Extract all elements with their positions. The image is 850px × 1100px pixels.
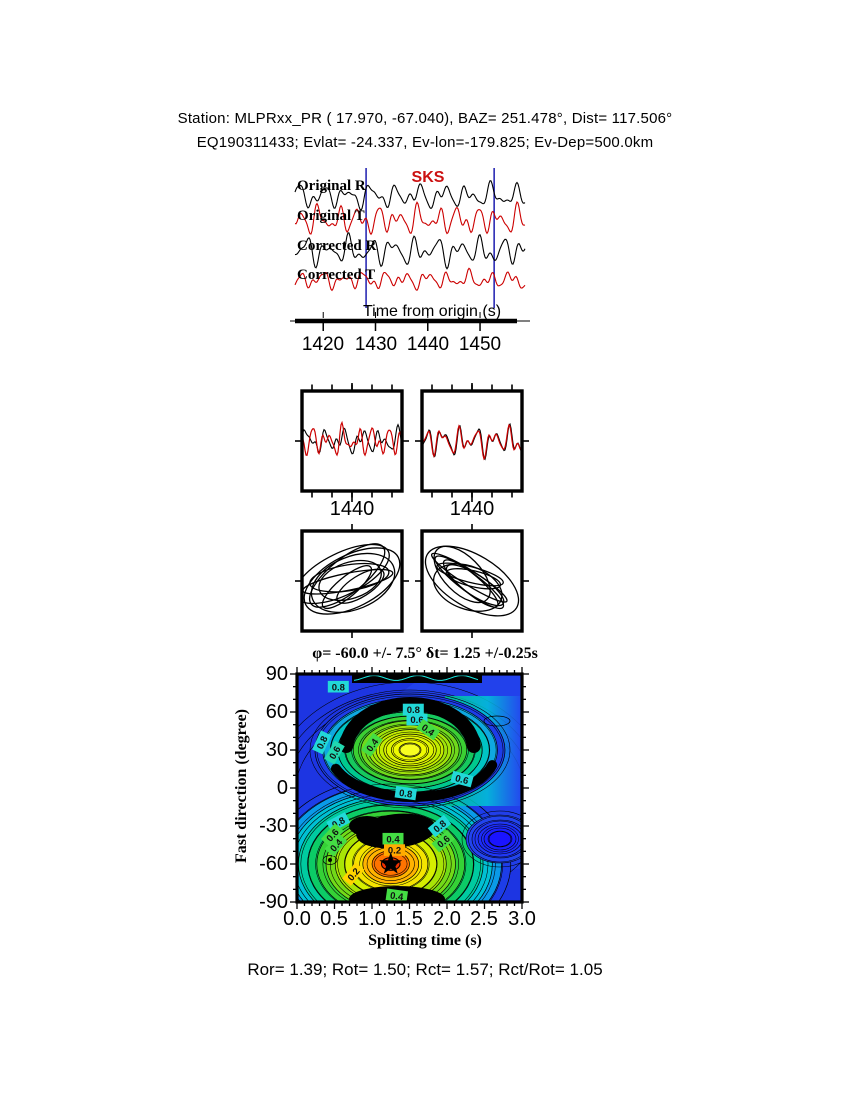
- svg-text:0.4: 0.4: [389, 890, 404, 903]
- error-surface-plot: 0.80.80.60.40.80.6 0.40.60.80.80.60.4 0.40…: [290, 667, 529, 909]
- y-tick-label: -30: [259, 815, 288, 837]
- particle-motion-loop: [321, 565, 373, 610]
- x-tick-label: 1.5: [395, 908, 423, 930]
- trace-label-original-r: Original R: [297, 178, 366, 194]
- panel-border: [420, 389, 524, 493]
- svg-text:0.4: 0.4: [386, 834, 400, 845]
- panel-border: [300, 389, 404, 493]
- panel-bg: [302, 391, 402, 491]
- x-tick-label: 0.5: [320, 908, 348, 930]
- contour-label: 0.8: [312, 730, 332, 755]
- svg-text:0.8: 0.8: [398, 788, 413, 801]
- trace: [422, 423, 522, 461]
- svg-text:0.6: 0.6: [410, 715, 423, 726]
- y-tick-label: -90: [259, 891, 288, 913]
- trace: [294, 267, 526, 292]
- window-panel-right-tick: 1440: [449, 498, 495, 520]
- x-axis-label: Splitting time (s): [368, 932, 482, 949]
- time-tick-label: 1440: [407, 334, 449, 355]
- panel-border: [300, 529, 404, 633]
- y-tick-label: 30: [265, 739, 288, 761]
- waveform-plot: SKS Original R Original T Corrected R Co…: [290, 168, 530, 355]
- contour-label: 0.2: [384, 844, 405, 857]
- y-tick-label: 60: [265, 701, 288, 723]
- trace: [302, 420, 402, 457]
- phase-label: SKS: [412, 169, 445, 186]
- particle-motion-loop: [302, 543, 390, 605]
- panel-bg: [422, 531, 522, 631]
- particle-motion-loop: [336, 568, 385, 604]
- waveform-traces: [290, 168, 530, 331]
- header-line1: Station: MLPRxx_PR ( 17.970, -67.040), B…: [177, 110, 673, 127]
- svg-text:0.6: 0.6: [454, 773, 470, 787]
- panel-border: [420, 529, 524, 633]
- contour-label: 0.4: [385, 888, 409, 903]
- window-panel-left-tick: 1440: [329, 498, 375, 520]
- contour-label: 0.4: [382, 832, 404, 845]
- particle-motion-left: [295, 524, 409, 638]
- contour-label: 0.6: [406, 713, 428, 726]
- y-tick-label: 0: [276, 777, 288, 799]
- panel-content: [422, 422, 522, 461]
- trace: [294, 232, 526, 270]
- particle-motion-loop: [424, 545, 520, 617]
- svg-text:0.8: 0.8: [315, 735, 331, 752]
- contour-label: 0.6: [450, 770, 474, 788]
- particle-motion-loop: [430, 552, 508, 603]
- panel-content: [424, 545, 520, 617]
- header-line2: EQ190311433; Evlat= -24.337, Ev-lon=-179…: [196, 134, 654, 151]
- time-axis-label: Time from origin (s): [363, 303, 501, 320]
- contour-label: 0.8: [327, 680, 349, 693]
- x-tick-label: 2.0: [433, 908, 461, 930]
- trace: [294, 180, 526, 212]
- trace: [294, 200, 526, 236]
- best-fit-star: [379, 852, 403, 874]
- results-line: Ror= 1.39; Rot= 1.50; Rct= 1.57; Rct/Rot…: [247, 960, 603, 979]
- window-panel-right: [415, 383, 529, 502]
- time-tick-label: 1420: [302, 334, 344, 355]
- particle-motion-right: [415, 524, 529, 638]
- panel-bg: [422, 391, 522, 491]
- x-tick-label: 3.0: [508, 908, 536, 930]
- contour-area: 0.80.80.60.40.80.6 0.40.60.80.80.60.4 0.40…: [297, 674, 522, 903]
- panel-content: [302, 420, 402, 457]
- time-tick-label: 1430: [355, 334, 397, 355]
- svg-text:0.8: 0.8: [332, 682, 345, 693]
- trace: [422, 422, 522, 461]
- panel-content: [302, 543, 401, 615]
- particle-motion-loop: [303, 547, 401, 615]
- x-tick-label: 1.0: [358, 908, 386, 930]
- trace-label-corrected-r: Corrected R: [297, 238, 376, 254]
- y-tick-label: -60: [259, 853, 288, 875]
- trace-label-corrected-t: Corrected T: [297, 267, 375, 283]
- contour-label: 0.8: [402, 703, 424, 716]
- svg-text:0.8: 0.8: [407, 705, 420, 716]
- contour-label: 0.8: [394, 785, 418, 801]
- x-tick-label: 2.5: [470, 908, 498, 930]
- particle-motion-loop: [433, 563, 503, 612]
- time-tick-label: 1450: [459, 334, 501, 355]
- error-surface-title: φ= -60.0 +/- 7.5° δt= 1.25 +/-0.25s: [312, 645, 538, 662]
- trace-label-original-t: Original T: [297, 208, 365, 224]
- contour-labels: 0.80.80.60.40.80.6 0.40.60.80.80.60.4 0.40…: [312, 680, 474, 903]
- x-tick-label: 0.0: [283, 908, 311, 930]
- y-tick-label: 90: [265, 663, 288, 685]
- window-panel-left: [295, 383, 409, 502]
- particle-motion-loop: [310, 552, 396, 614]
- contour-border: [295, 672, 524, 904]
- particle-motion-loop: [433, 545, 491, 604]
- svg-text:0.2: 0.2: [388, 846, 401, 857]
